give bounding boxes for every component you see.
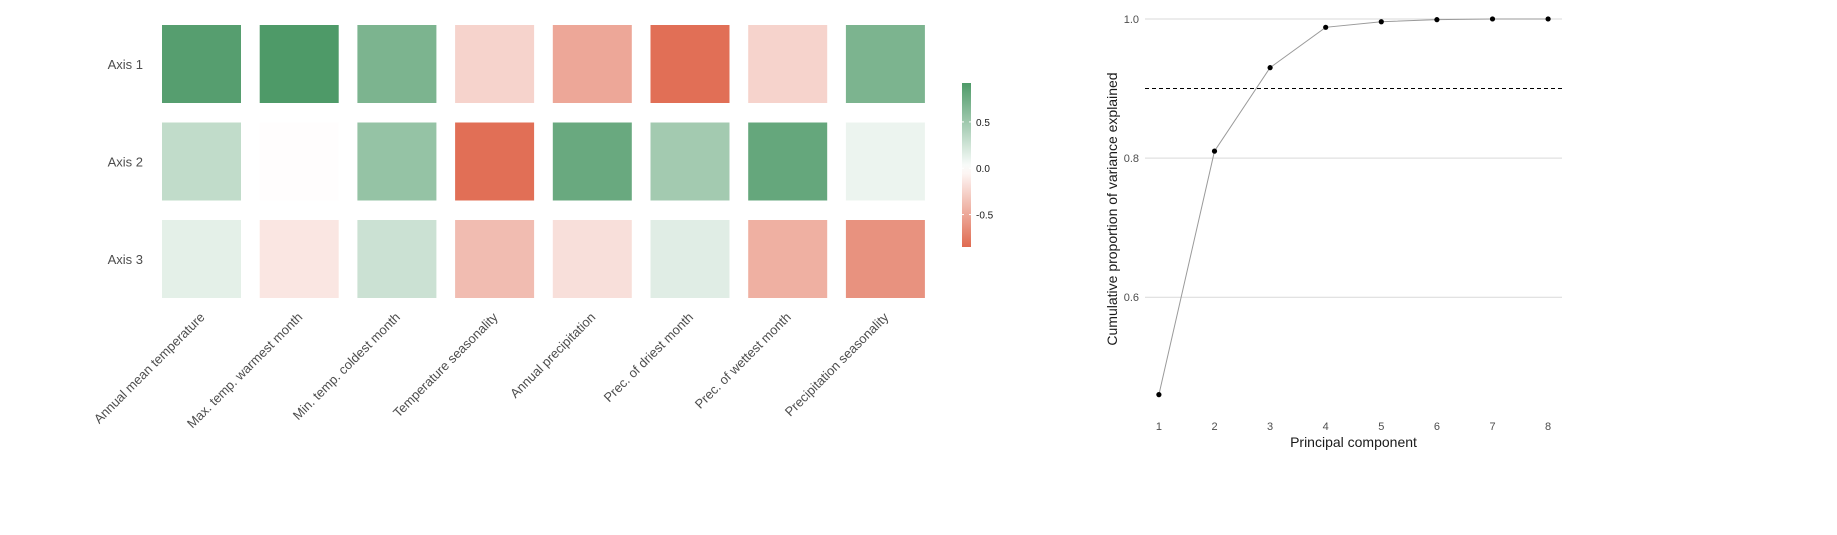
data-point xyxy=(1489,16,1496,22)
heatmap-cell xyxy=(162,122,241,201)
heatmap-cell xyxy=(748,220,828,298)
heatmap-cell xyxy=(455,122,535,201)
heatmap-cell xyxy=(845,25,925,103)
x-tick-label: 4 xyxy=(1323,421,1329,433)
column-label: Precipitation seasonality xyxy=(782,309,892,419)
heatmap-cell xyxy=(845,220,925,298)
data-point xyxy=(1267,65,1273,71)
legend-tick-label: 0.5 xyxy=(976,118,990,129)
x-tick-label: 1 xyxy=(1156,421,1162,433)
series-line xyxy=(1158,18,1549,395)
row-label: Axis 3 xyxy=(108,252,143,267)
heatmap-cell xyxy=(357,220,437,298)
y-tick-label: 0.8 xyxy=(1124,153,1139,165)
heatmap-cell xyxy=(650,122,730,201)
column-label: Min. temp. coldest month xyxy=(290,310,403,423)
x-tick-label: 2 xyxy=(1211,421,1217,433)
row-label: Axis 1 xyxy=(108,57,143,72)
heatmap-cell xyxy=(357,25,437,103)
column-label: Temperature seasonality xyxy=(390,309,501,420)
column-label: Annual mean temperature xyxy=(91,310,208,427)
heatmap-cell xyxy=(455,220,535,298)
legend-colorbar xyxy=(962,83,971,247)
heatmap-cell xyxy=(748,25,828,103)
heatmap-cell xyxy=(259,25,339,103)
data-point xyxy=(1211,148,1218,154)
loadings-heatmap: Axis 1 Axis 2 Axis 3 Annual mean temperatur… xyxy=(91,25,925,431)
x-tick-label: 3 xyxy=(1267,421,1273,433)
x-tick-label: 5 xyxy=(1378,421,1384,433)
x-tick-label: 6 xyxy=(1434,421,1440,433)
heatmap-cell xyxy=(650,220,730,298)
legend-tick-label: -0.5 xyxy=(976,211,994,222)
column-label: Max. temp. warmest month xyxy=(184,310,305,431)
column-label: Prec. of wettest month xyxy=(692,310,794,412)
y-axis-label: Cumulative proportion of variance explai… xyxy=(1104,72,1120,345)
heatmap-cell xyxy=(845,122,925,201)
heatmap-cell xyxy=(357,122,437,201)
heatmap-cell xyxy=(259,122,339,201)
data-point xyxy=(1545,16,1551,22)
data-point xyxy=(1378,19,1384,25)
x-axis-label: Principal component xyxy=(1290,434,1417,450)
heatmap-cell xyxy=(162,220,241,298)
heatmap-cell xyxy=(455,25,535,103)
heatmap-cell xyxy=(552,25,632,103)
legend-tick-label: 0.0 xyxy=(976,164,990,175)
y-tick-label: 0.6 xyxy=(1124,292,1139,304)
heatmap-cell xyxy=(552,220,632,298)
data-point xyxy=(1434,17,1440,23)
heatmap-cell xyxy=(650,25,730,103)
heatmap-cell xyxy=(748,122,828,201)
data-point xyxy=(1323,24,1329,30)
heatmap-cell xyxy=(259,220,339,298)
variance-explained-chart: 0.6 0.8 1.0 1 2 3 4 5 6 7 8 Principal component Cumu… xyxy=(1104,14,1562,450)
x-tick-label: 8 xyxy=(1545,421,1551,433)
column-label: Annual precipitation xyxy=(507,310,598,401)
row-label: Axis 2 xyxy=(108,155,143,170)
data-point xyxy=(1156,392,1162,398)
color-legend: 0.5 0.0 -0.5 xyxy=(962,83,994,247)
x-tick-label: 7 xyxy=(1489,421,1495,433)
y-tick-label: 1.0 xyxy=(1124,14,1139,26)
column-label: Prec. of driest month xyxy=(601,310,696,405)
heatmap-cell xyxy=(552,122,632,201)
heatmap-cell xyxy=(162,25,241,103)
